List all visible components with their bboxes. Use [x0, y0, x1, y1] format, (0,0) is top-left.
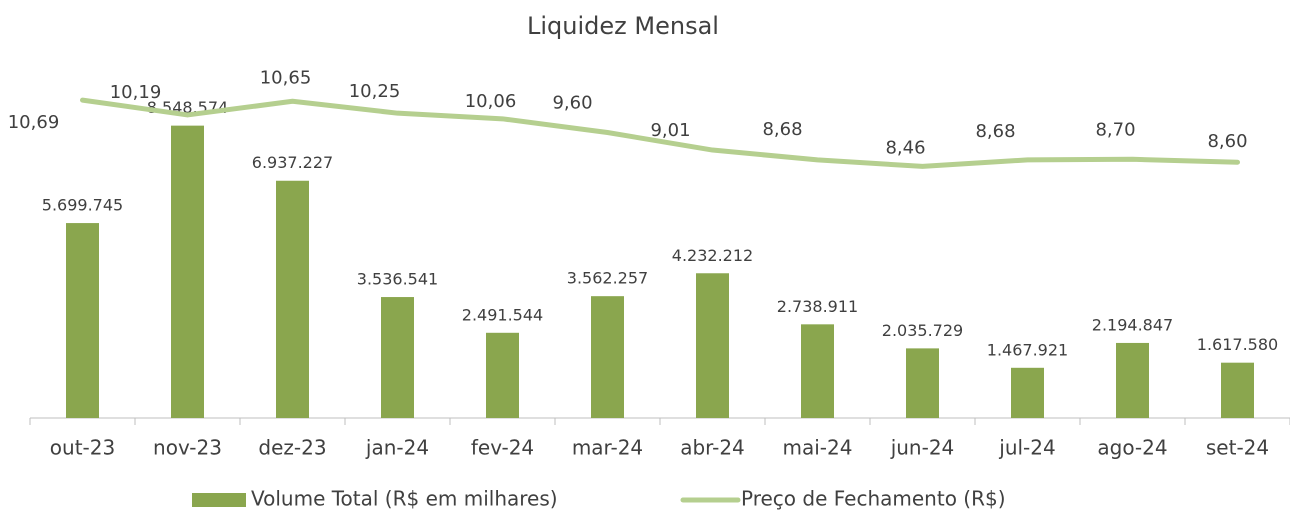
bar — [1116, 342, 1149, 418]
bar — [381, 297, 414, 418]
legend-swatch — [192, 493, 246, 507]
line-label: 8,46 — [885, 137, 925, 158]
bar — [1011, 367, 1044, 418]
bar — [171, 125, 204, 419]
bar-label: 4.232.212 — [672, 246, 753, 265]
line-label: 8,70 — [1095, 119, 1135, 140]
line — [80, 97, 1240, 169]
legend-label: Preço de Fechamento (R$) — [741, 487, 1006, 511]
line-label: 10,25 — [349, 81, 401, 102]
bar — [486, 332, 519, 418]
line-label: 8,68 — [975, 121, 1015, 142]
x-tick-label: abr-24 — [680, 436, 745, 460]
bar-label: 3.536.541 — [357, 270, 438, 289]
x-tick-label: mai-24 — [783, 436, 853, 460]
x-tick-label: mar-24 — [572, 436, 643, 460]
line-label: 10,06 — [465, 91, 517, 112]
x-tick-label: jun-24 — [890, 436, 955, 460]
x-tick-label: jan-24 — [365, 436, 429, 460]
bar-label: 2.738.911 — [777, 297, 858, 316]
x-tick-label: nov-23 — [153, 436, 222, 460]
bar-label: 2.491.544 — [462, 305, 543, 324]
bar-label: 2.194.847 — [1092, 315, 1173, 334]
x-tick-label: out-23 — [50, 436, 115, 460]
line-label: 10,65 — [260, 67, 312, 88]
x-tick-label: ago-24 — [1097, 436, 1167, 460]
bar-label: 1.467.921 — [987, 340, 1068, 359]
line-label: 10,19 — [110, 82, 162, 103]
line-label: 8,60 — [1207, 131, 1247, 152]
bar-label: 1.617.580 — [1197, 335, 1278, 354]
line-label: 8,68 — [762, 119, 802, 140]
line-label: 10,69 — [8, 112, 60, 133]
x-tick-label: fev-24 — [471, 436, 534, 460]
line-label: 9,60 — [552, 93, 592, 114]
bar — [276, 180, 309, 418]
line-label: 9,01 — [650, 120, 690, 141]
x-tick-label: jul-24 — [998, 436, 1055, 460]
bar — [591, 296, 624, 418]
x-tick-label: set-24 — [1206, 436, 1269, 460]
bar-label: 2.035.729 — [882, 321, 963, 340]
bar-label: 3.562.257 — [567, 269, 648, 288]
bar-label: 6.937.227 — [252, 153, 333, 172]
bar — [801, 324, 834, 418]
chart-title: Liquidez Mensal — [527, 12, 719, 40]
bar — [906, 348, 939, 418]
bar — [696, 273, 729, 418]
bar — [1221, 362, 1254, 418]
bar-label: 5.699.745 — [42, 196, 123, 215]
legend-label: Volume Total (R$ em milhares) — [251, 487, 558, 511]
bar — [66, 223, 99, 418]
x-tick-label: dez-23 — [258, 436, 326, 460]
